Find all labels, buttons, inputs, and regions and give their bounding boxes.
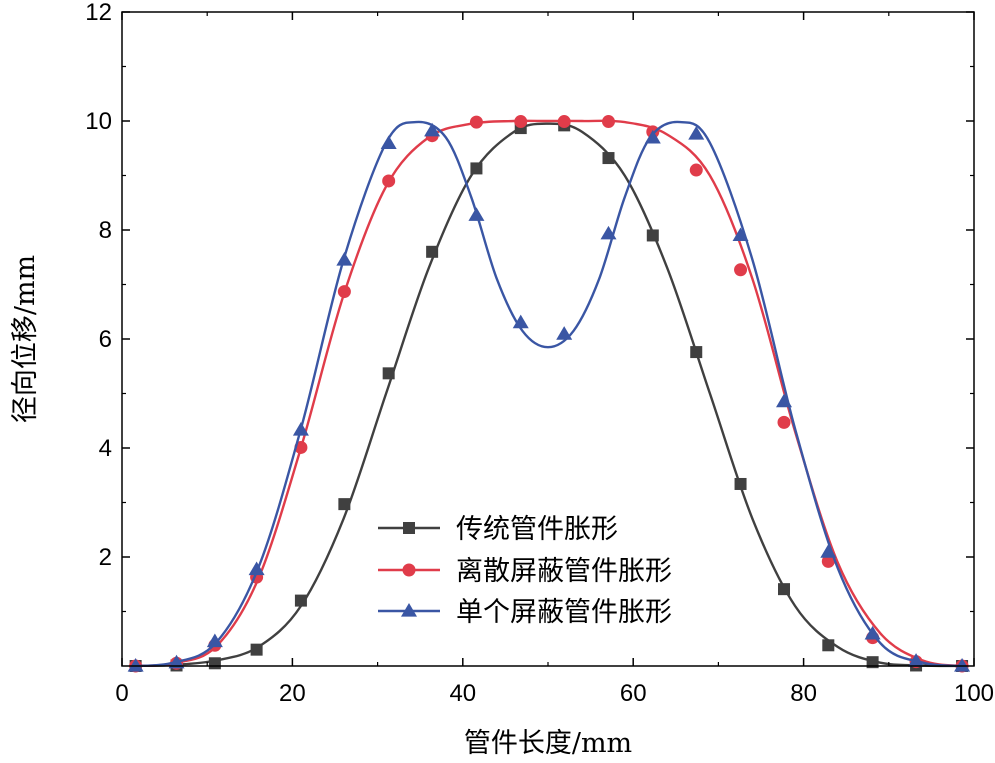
data-point-single-shield	[248, 561, 265, 576]
data-point-single-shield	[908, 653, 925, 667]
data-point-single-shield	[206, 633, 223, 648]
x-tick-label: 0	[115, 680, 128, 707]
data-point-discrete-shield	[514, 115, 528, 129]
data-point-single-shield	[732, 227, 749, 242]
data-point-single-shield	[292, 422, 309, 436]
y-tick-label: 12	[85, 0, 112, 26]
data-point-traditional	[250, 643, 263, 656]
y-tick-label: 10	[85, 108, 112, 135]
data-point-traditional	[470, 162, 483, 175]
series-traditional	[129, 119, 969, 672]
x-tick-label: 20	[279, 680, 306, 707]
x-tick-label: 80	[790, 680, 817, 707]
data-point-single-shield	[954, 658, 971, 672]
data-point-discrete-shield	[337, 285, 351, 299]
data-point-traditional	[690, 346, 703, 359]
data-point-discrete-shield	[382, 174, 396, 188]
data-point-single-shield	[468, 207, 485, 221]
legend-item-discrete-shield: 离散屏蔽管件胀形	[378, 556, 672, 587]
data-point-single-shield	[380, 135, 397, 149]
data-point-single-shield	[512, 314, 529, 329]
data-point-traditional	[778, 583, 791, 596]
data-point-discrete-shield	[601, 115, 615, 129]
data-point-discrete-shield	[557, 115, 571, 129]
data-point-discrete-shield	[734, 263, 748, 277]
data-point-traditional	[602, 152, 615, 165]
data-point-single-shield	[424, 122, 441, 137]
data-point-single-shield	[556, 326, 573, 340]
series-line-traditional	[135, 122, 963, 668]
legend-marker	[402, 563, 416, 577]
series-single-shield	[127, 120, 971, 672]
y-tick-label: 8	[99, 217, 112, 244]
data-point-traditional	[646, 229, 659, 242]
data-point-single-shield	[820, 544, 837, 558]
legend-label: 传统管件胀形	[456, 514, 618, 545]
y-tick-label: 4	[99, 435, 112, 462]
legend-item-single-shield: 单个屏蔽管件胀形	[378, 597, 672, 628]
x-tick-label: 40	[449, 680, 476, 707]
data-point-single-shield	[127, 658, 144, 672]
legend-label: 单个屏蔽管件胀形	[456, 597, 672, 628]
data-point-single-shield	[864, 625, 881, 640]
data-point-single-shield	[644, 129, 661, 144]
data-point-traditional	[382, 367, 395, 380]
y-tick-label: 6	[99, 326, 112, 353]
x-tick-label: 60	[620, 680, 647, 707]
data-point-traditional	[208, 657, 221, 670]
legend-label: 离散屏蔽管件胀形	[456, 556, 672, 587]
data-point-single-shield	[600, 225, 617, 240]
data-point-discrete-shield	[777, 415, 791, 429]
legend-marker	[403, 522, 415, 534]
legend-item-traditional: 传统管件胀形	[378, 514, 618, 545]
y-axis-title: 径向位移/mm	[10, 255, 41, 423]
data-point-traditional	[294, 594, 307, 607]
series-discrete-shield	[129, 115, 969, 673]
data-point-traditional	[822, 639, 835, 652]
y-tick-label: 2	[99, 544, 112, 571]
data-point-traditional	[426, 245, 439, 258]
data-point-traditional	[514, 122, 527, 135]
data-point-discrete-shield	[469, 115, 483, 129]
data-point-discrete-shield	[821, 554, 835, 568]
data-point-discrete-shield	[689, 163, 703, 177]
data-point-single-shield	[168, 654, 185, 669]
x-axis-title: 管件长度/mm	[464, 728, 632, 759]
data-point-traditional	[866, 656, 879, 669]
legend-marker	[401, 603, 417, 617]
data-point-traditional	[734, 477, 747, 490]
data-point-single-shield	[688, 126, 705, 140]
data-point-single-shield	[776, 393, 793, 408]
data-point-traditional	[338, 498, 351, 511]
x-tick-label: 100	[954, 680, 994, 707]
data-point-single-shield	[336, 251, 353, 266]
